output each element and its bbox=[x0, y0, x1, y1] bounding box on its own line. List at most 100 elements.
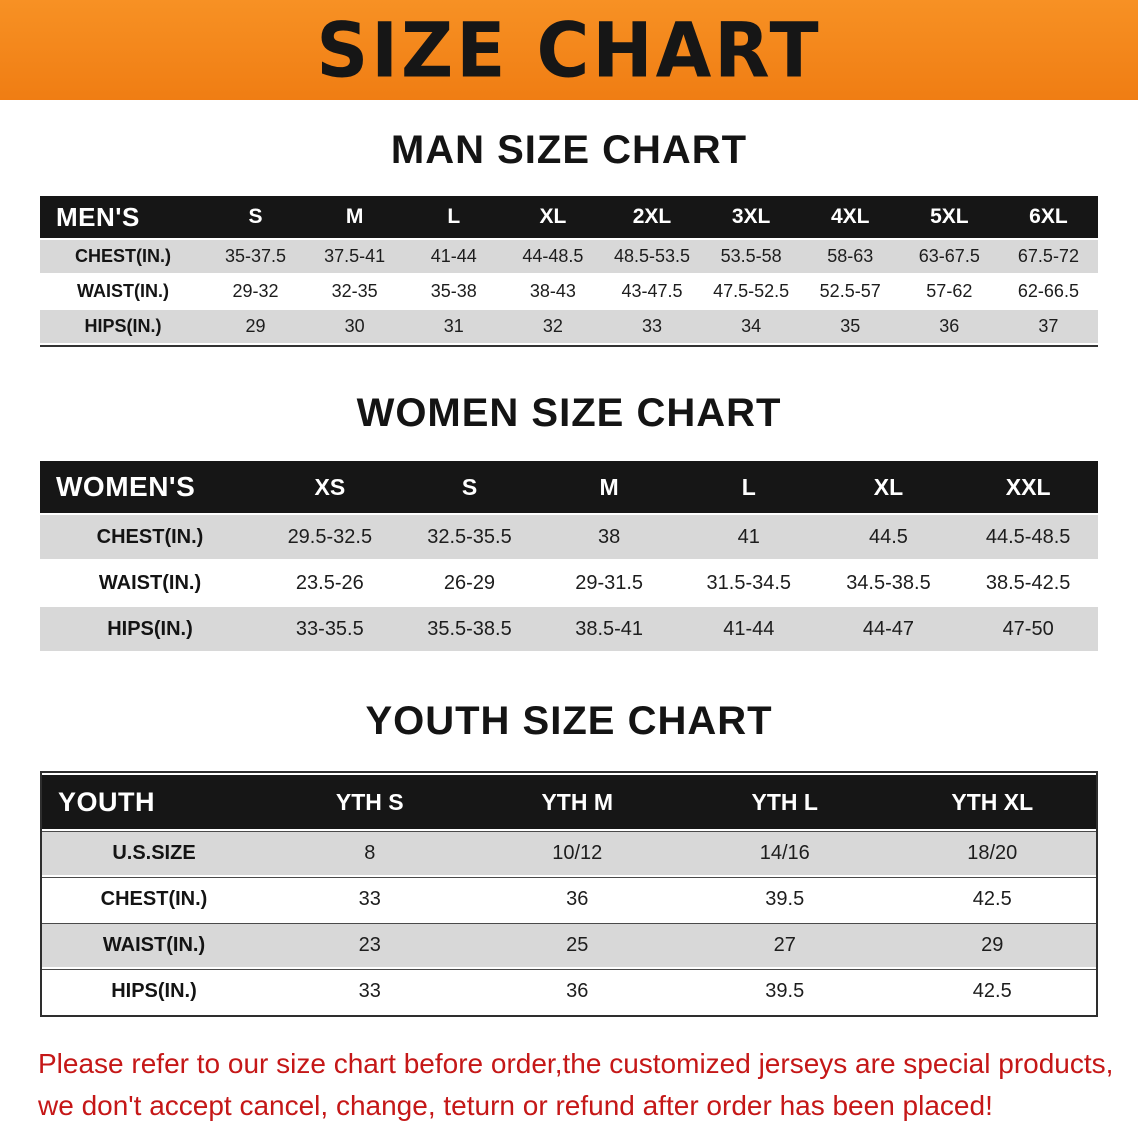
size-cell: 37 bbox=[998, 310, 1098, 343]
column-header: YTH L bbox=[681, 775, 889, 829]
size-cell: 30 bbox=[305, 310, 405, 343]
size-cell: 31 bbox=[404, 310, 504, 343]
column-header: YTH XL bbox=[888, 775, 1096, 829]
size-cell: 48.5-53.5 bbox=[602, 240, 702, 273]
banner-title: SIZE CHART bbox=[316, 5, 822, 95]
size-cell: 35-38 bbox=[404, 275, 504, 308]
table-row: WAIST(IN.) 23.5-26 26-29 29-31.5 31.5-34.5 34… bbox=[40, 561, 1098, 605]
size-cell: 44.5-48.5 bbox=[958, 515, 1098, 559]
size-cell: 63-67.5 bbox=[899, 240, 999, 273]
women-size-table: WOMEN'S XS S M L XL XXL CHEST(IN.) 29.5-32.5 32.5… bbox=[40, 459, 1098, 653]
size-cell: 18/20 bbox=[888, 831, 1096, 875]
size-cell: 38 bbox=[539, 515, 679, 559]
size-cell: 62-66.5 bbox=[998, 275, 1098, 308]
men-size-table: MEN'S S M L XL 2XL 3XL 4XL 5XL 6XL CHEST(IN.) 35-37… bbox=[40, 194, 1098, 347]
row-label: CHEST(IN.) bbox=[42, 877, 266, 921]
size-cell: 42.5 bbox=[888, 877, 1096, 921]
size-cell: 44-48.5 bbox=[503, 240, 603, 273]
size-cell: 35-37.5 bbox=[206, 240, 306, 273]
size-cell: 33-35.5 bbox=[260, 607, 400, 651]
size-cell: 38-43 bbox=[503, 275, 603, 308]
size-cell: 67.5-72 bbox=[998, 240, 1098, 273]
size-cell: 29-31.5 bbox=[539, 561, 679, 605]
row-label: CHEST(IN.) bbox=[40, 240, 206, 273]
table-row: U.S.SIZE 8 10/12 14/16 18/20 bbox=[42, 831, 1096, 875]
column-header: M bbox=[305, 196, 405, 238]
column-header: 2XL bbox=[602, 196, 702, 238]
size-cell: 42.5 bbox=[888, 969, 1096, 1013]
size-cell: 58-63 bbox=[800, 240, 900, 273]
size-cell: 29.5-32.5 bbox=[260, 515, 400, 559]
row-label: HIPS(IN.) bbox=[42, 969, 266, 1013]
table-header-row: MEN'S S M L XL 2XL 3XL 4XL 5XL 6XL bbox=[40, 196, 1098, 238]
column-header: L bbox=[404, 196, 504, 238]
column-header: XL bbox=[818, 461, 959, 513]
section-women: WOMEN SIZE CHART WOMEN'S XS S M L XL XXL CHEST(I… bbox=[0, 391, 1138, 653]
size-cell: 33 bbox=[602, 310, 702, 343]
row-label: HIPS(IN.) bbox=[40, 607, 260, 651]
column-header: S bbox=[399, 461, 540, 513]
note-line-1: Please refer to our size chart before or… bbox=[38, 1048, 1114, 1079]
table-row: HIPS(IN.) 29 30 31 32 33 34 35 36 37 bbox=[40, 310, 1098, 343]
size-cell: 57-62 bbox=[899, 275, 999, 308]
size-cell: 36 bbox=[899, 310, 999, 343]
size-cell: 29 bbox=[206, 310, 306, 343]
size-cell: 23 bbox=[266, 923, 474, 967]
size-cell: 33 bbox=[266, 877, 474, 921]
size-cell: 31.5-34.5 bbox=[678, 561, 819, 605]
row-label: CHEST(IN.) bbox=[40, 515, 260, 559]
banner: SIZE CHART bbox=[0, 0, 1138, 100]
column-header: XL bbox=[503, 196, 603, 238]
size-cell: 36 bbox=[473, 969, 681, 1013]
row-label: WAIST(IN.) bbox=[42, 923, 266, 967]
column-header: M bbox=[539, 461, 679, 513]
size-cell: 32.5-35.5 bbox=[399, 515, 540, 559]
size-cell: 36 bbox=[473, 877, 681, 921]
size-cell: 44-47 bbox=[818, 607, 959, 651]
table-row: CHEST(IN.) 35-37.5 37.5-41 41-44 44-48.5 48.5… bbox=[40, 240, 1098, 273]
row-label: WAIST(IN.) bbox=[40, 275, 206, 308]
size-cell: 41 bbox=[678, 515, 819, 559]
column-header: L bbox=[678, 461, 819, 513]
size-cell: 39.5 bbox=[681, 877, 889, 921]
table-row: CHEST(IN.) 29.5-32.5 32.5-35.5 38 41 44.5 44.5… bbox=[40, 515, 1098, 559]
size-cell: 37.5-41 bbox=[305, 240, 405, 273]
size-cell: 47-50 bbox=[958, 607, 1098, 651]
column-header: 5XL bbox=[899, 196, 999, 238]
column-header: 6XL bbox=[998, 196, 1098, 238]
size-cell: 25 bbox=[473, 923, 681, 967]
size-cell: 43-47.5 bbox=[602, 275, 702, 308]
table-row: CHEST(IN.) 33 36 39.5 42.5 bbox=[42, 877, 1096, 921]
table-row: HIPS(IN.) 33 36 39.5 42.5 bbox=[42, 969, 1096, 1013]
table-header-row: YOUTH YTH S YTH M YTH L YTH XL bbox=[42, 775, 1096, 829]
size-cell: 10/12 bbox=[473, 831, 681, 875]
column-header: YTH M bbox=[473, 775, 681, 829]
table-row: HIPS(IN.) 33-35.5 35.5-38.5 38.5-41 41-44 44-… bbox=[40, 607, 1098, 651]
women-section-heading: WOMEN SIZE CHART bbox=[356, 391, 782, 435]
size-cell: 8 bbox=[266, 831, 474, 875]
youth-group-label: YOUTH bbox=[42, 775, 266, 829]
column-header: S bbox=[206, 196, 306, 238]
table-row: WAIST(IN.) 23 25 27 29 bbox=[42, 923, 1096, 967]
size-cell: 53.5-58 bbox=[701, 240, 801, 273]
column-header: YTH S bbox=[266, 775, 474, 829]
size-cell: 29 bbox=[888, 923, 1096, 967]
size-cell: 27 bbox=[681, 923, 889, 967]
column-header: 3XL bbox=[701, 196, 801, 238]
row-label: WAIST(IN.) bbox=[40, 561, 260, 605]
men-group-label: MEN'S bbox=[40, 196, 206, 238]
section-men: MAN SIZE CHART MEN'S S M L XL 2XL 3XL 4XL 5XL 6XL C… bbox=[0, 128, 1138, 347]
size-cell: 38.5-42.5 bbox=[958, 561, 1098, 605]
size-cell: 32 bbox=[503, 310, 603, 343]
size-cell: 35 bbox=[800, 310, 900, 343]
note-line-2: we don't accept cancel, change, teturn o… bbox=[38, 1090, 993, 1121]
column-header: XXL bbox=[958, 461, 1098, 513]
size-cell: 34.5-38.5 bbox=[818, 561, 959, 605]
row-label: U.S.SIZE bbox=[42, 831, 266, 875]
size-cell: 14/16 bbox=[681, 831, 889, 875]
column-header: 4XL bbox=[800, 196, 900, 238]
size-cell: 41-44 bbox=[678, 607, 819, 651]
men-section-heading: MAN SIZE CHART bbox=[390, 128, 748, 172]
size-cell: 41-44 bbox=[404, 240, 504, 273]
size-chart-sections: MAN SIZE CHART MEN'S S M L XL 2XL 3XL 4XL 5XL 6XL C… bbox=[0, 128, 1138, 1017]
